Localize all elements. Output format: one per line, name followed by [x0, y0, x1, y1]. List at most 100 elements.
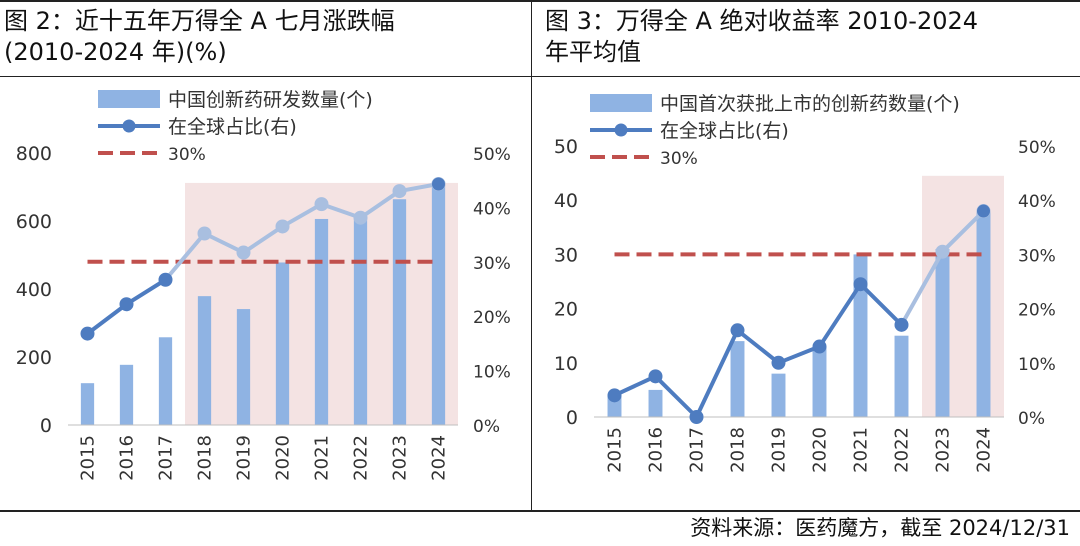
panel-2-title: 图 3：万得全 A 绝对收益率 2010-2024 年平均值 [545, 6, 978, 68]
legend-ref-label: 30% [660, 149, 698, 169]
x-tick-2020: 2020 [273, 435, 294, 481]
x-tick-2021: 2021 [851, 427, 872, 473]
legend-line-label: 在全球占比(右) [660, 120, 789, 142]
share-point-2022 [894, 317, 909, 332]
x-tick-2023: 2023 [933, 427, 954, 473]
share-point-2019 [236, 245, 251, 260]
share-point-2017 [689, 410, 704, 424]
share-point-2018 [730, 323, 745, 338]
legend-line-marker [614, 123, 628, 137]
x-tick-2024: 2024 [974, 427, 995, 473]
share-point-2016 [648, 369, 663, 384]
panel-1-title-line1: 图 2：近十五年万得全 A 七月涨跌幅 [4, 7, 395, 35]
bar-2021 [314, 218, 329, 425]
share-point-2019 [771, 355, 786, 370]
x-tick-2017: 2017 [687, 427, 708, 473]
legend-line-marker [122, 119, 136, 133]
highlight-region [922, 175, 1004, 417]
share-point-2023 [935, 244, 950, 259]
y-left-tick-20: 20 [554, 299, 578, 321]
share-point-2020 [812, 339, 827, 354]
share-point-2022 [353, 210, 368, 225]
top-border [0, 0, 1080, 2]
x-tick-2016: 2016 [646, 427, 667, 473]
share-point-last [432, 177, 445, 191]
bar-2020 [275, 262, 290, 425]
bar-2023 [392, 199, 407, 425]
share-point-2020 [275, 219, 290, 234]
bar-2017 [158, 337, 173, 425]
legend-ref-label: 30% [168, 145, 206, 165]
x-tick-2015: 2015 [605, 427, 626, 473]
x-tick-2018: 2018 [728, 427, 749, 473]
y-right-tick-0%: 0% [473, 417, 500, 437]
bar-2016 [648, 389, 663, 417]
bar-2018 [730, 341, 745, 417]
panel-1-title-rule [0, 76, 531, 77]
x-tick-2017: 2017 [156, 435, 177, 481]
y-right-tick-40%: 40% [473, 199, 511, 219]
x-tick-2021: 2021 [312, 435, 333, 481]
y-left-tick-0: 0 [40, 415, 52, 437]
bar-2024 [431, 182, 446, 425]
y-left-tick-600: 600 [16, 211, 52, 233]
y-left-tick-0: 0 [566, 407, 578, 429]
bar-2018 [197, 296, 212, 425]
y-right-tick-20%: 20% [473, 308, 511, 328]
y-left-tick-10: 10 [554, 353, 578, 375]
y-right-tick-30%: 30% [1018, 246, 1056, 266]
panel-2-title-line2: 年平均值 [545, 38, 641, 66]
y-right-tick-30%: 30% [473, 254, 511, 274]
bar-2016 [119, 364, 134, 425]
x-tick-2022: 2022 [351, 435, 372, 481]
share-point-2023 [392, 184, 407, 199]
x-tick-2020: 2020 [810, 427, 831, 473]
legend-bar-swatch [590, 94, 652, 112]
bottom-border [0, 510, 1080, 512]
share-line-highlight [163, 182, 439, 282]
legend-bar-swatch [98, 90, 160, 108]
y-left-tick-30: 30 [554, 244, 578, 266]
y-left-tick-40: 40 [554, 190, 578, 212]
x-tick-2016: 2016 [117, 435, 138, 481]
y-right-tick-10%: 10% [473, 363, 511, 383]
x-tick-2019: 2019 [234, 435, 255, 481]
share-line-main [613, 282, 903, 419]
bar-2022 [353, 216, 368, 425]
panel-2-title-line1: 图 3：万得全 A 绝对收益率 2010-2024 [545, 7, 979, 35]
y-left-tick-200: 200 [16, 347, 52, 369]
share-point-2021 [314, 197, 329, 212]
share-point-2016 [119, 297, 134, 312]
x-tick-2015: 2015 [78, 435, 99, 481]
legend-bar-label: 中国首次获批上市的创新药数量(个) [660, 93, 960, 115]
bar-2021 [853, 254, 868, 417]
y-right-tick-20%: 20% [1018, 301, 1056, 321]
y-right-tick-50%: 50% [1018, 138, 1056, 158]
y-right-tick-50%: 50% [473, 145, 511, 165]
bar-2015 [80, 383, 95, 425]
share-point-2021 [853, 277, 868, 292]
share-point-2015 [80, 326, 95, 341]
panel-1-chart: 0 200 400 600 800 0% 10% 20% 30% 40% 50% 2015 2016 20… [16, 89, 511, 481]
panel-2-chart: 0 10 20 30 40 50 0% 10% 20% 30% 40% 50% 2015 2016 2017… [554, 93, 1056, 473]
bar-2020 [812, 346, 827, 417]
legend-line-label: 在全球占比(右) [168, 116, 297, 138]
share-point-2018 [197, 226, 212, 241]
bar-2019 [771, 373, 786, 417]
panel-1-title: 图 2：近十五年万得全 A 七月涨跌幅 (2010-2024 年)(%) [4, 6, 395, 68]
bar-2022 [894, 335, 909, 417]
legend-bar-label: 中国创新药研发数量(个) [168, 89, 373, 111]
panel-2-title-rule [532, 76, 1080, 77]
y-left-tick-50: 50 [554, 136, 578, 158]
share-point-last [977, 204, 990, 218]
y-right-tick-40%: 40% [1018, 192, 1056, 212]
y-right-tick-10%: 10% [1018, 355, 1056, 375]
panel-divider [531, 2, 532, 510]
bar-2019 [236, 309, 251, 425]
share-point-2015 [607, 388, 622, 403]
y-left-tick-800: 800 [16, 143, 52, 165]
share-point-2017 [158, 272, 173, 287]
source-note: 资料来源：医药魔方，截至 2024/12/31 [690, 516, 1070, 540]
x-tick-2022: 2022 [892, 427, 913, 473]
y-right-tick-0%: 0% [1018, 409, 1045, 429]
